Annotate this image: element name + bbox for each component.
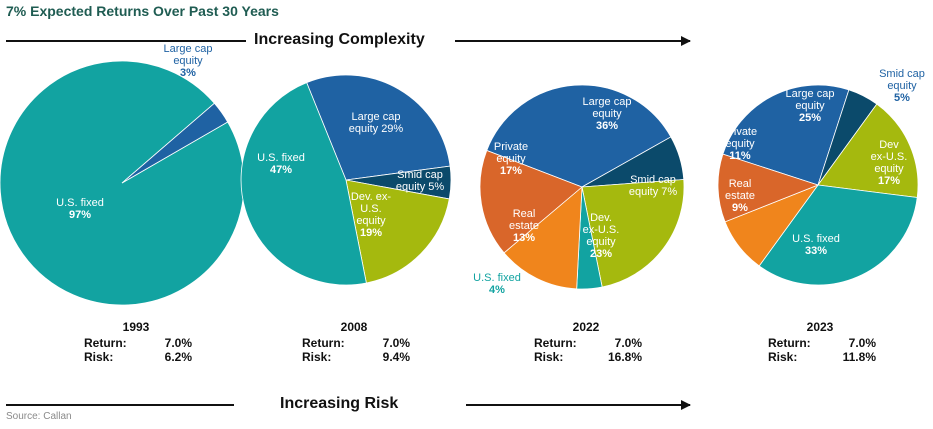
return-value: 7.0% [848,336,876,350]
slice-label-2023-1: Smid cap equity 5% [879,68,925,104]
slice-label-2023-5: Private equity 11% [723,126,757,162]
return-value: 7.0% [614,336,642,350]
risk-value: 9.4% [382,350,410,364]
risk-label: Increasing Risk [280,395,399,412]
year-label: 1993 [122,320,150,334]
slice-label-2022-0: Large cap equity 36% [583,96,632,132]
slice-large-cap-equity-2023 [722,84,850,186]
pie-1993: U.S. fixed 97% Large cap equity 3% [0,43,245,306]
return-label: Return: [768,336,811,350]
slice-label-2022-3: U.S. fixed 4% [473,272,521,296]
slice-large-cap-2008 [306,74,451,181]
pie-charts: U.S. fixed 97% Large cap equity 3% Large cap e… [0,43,925,306]
chart-title: 7% Expected Returns Over Past 30 Years [6,3,279,19]
slice-label-2008-3: U.S. fixed 47% [257,152,305,176]
slice-label-1993-0: U.S. fixed 97% [56,197,104,221]
stats-1993: 1993 Return: 7.0% Risk: 6.2% [76,320,196,364]
slice-label-2022-5: Private equity 17% [494,141,528,177]
slice-label-2023-3: U.S. fixed 33% [792,233,840,257]
year-label: 2022 [572,320,600,334]
slice-dev-ex-u-s-equity-2023 [817,103,919,198]
risk-label: Risk: [84,350,114,364]
slice-label-2008-1: Smid cap equity 5% [396,169,445,193]
slice-dev-ex-u-s-equity-2022 [581,179,685,288]
return-value: 7.0% [164,336,192,350]
slice-label-1993-1: Large cap equity 3% [164,43,213,79]
slice-large-cap-equity-2022 [486,84,672,188]
slice-label-2023-0: Large cap equity 25% [786,88,835,124]
slice-large-cap-equity-1993 [121,102,229,184]
return-value: 7.0% [382,336,410,350]
slice-label-2008-0: Large cap equity 29% [349,111,404,135]
risk-value: 16.8% [607,350,642,364]
slice-private-equity-2022 [479,149,583,254]
return-label: Return: [302,336,345,350]
slice-private-equity-2023 [717,153,820,223]
pie-2023: Large cap equity 25% Smid cap equity 5% Dev ex-… [717,68,925,286]
risk-value: 11.8% [842,350,876,364]
year-label: 2023 [806,320,834,334]
risk-label: Risk: [768,350,798,364]
pie-2022: Large cap equity 36% Smid cap equity 7% Dev. e… [473,84,685,296]
slice-label-2022-1: Smid cap equity 7% [629,174,678,198]
stats-2008: 2008 Return: 7.0% Risk: 9.4% [294,320,414,364]
pie-2008: Large cap equity 29% Smid cap equity 5%Dev.… [240,74,452,286]
slice-label-2008-2: Dev. ex-U.S. equity 19% [351,191,391,239]
slice-label-2023-4: Real estate 9% [725,178,755,214]
slice-label-2023-2: Dev ex-U.S. equity 17% [871,139,908,187]
slice-label-2022-2: Dev. ex-U.S. equity 23% [583,212,620,260]
risk-value: 6.2% [164,350,192,364]
risk-label: Risk: [534,350,564,364]
stats-2023: 2023 Return: 7.0% Risk: 11.8% [760,320,880,364]
slice-real-estate-2022 [503,186,583,290]
return-label: Return: [534,336,577,350]
year-label: 2008 [340,320,368,334]
slice-label-2022-4: Real estate 13% [509,208,539,244]
slice-u-s-fixed-2008 [240,82,367,286]
slice-dev-ex-u-s-equity-2008 [345,179,450,284]
source-note: Source: Callan [6,411,72,422]
return-label: Return: [84,336,127,350]
complexity-label: Increasing Complexity [254,31,425,48]
stats-2022: 2022 Return: 7.0% Risk: 16.8% [526,320,646,364]
risk-label: Risk: [302,350,332,364]
slice-u-s-fixed-2023 [758,184,918,286]
